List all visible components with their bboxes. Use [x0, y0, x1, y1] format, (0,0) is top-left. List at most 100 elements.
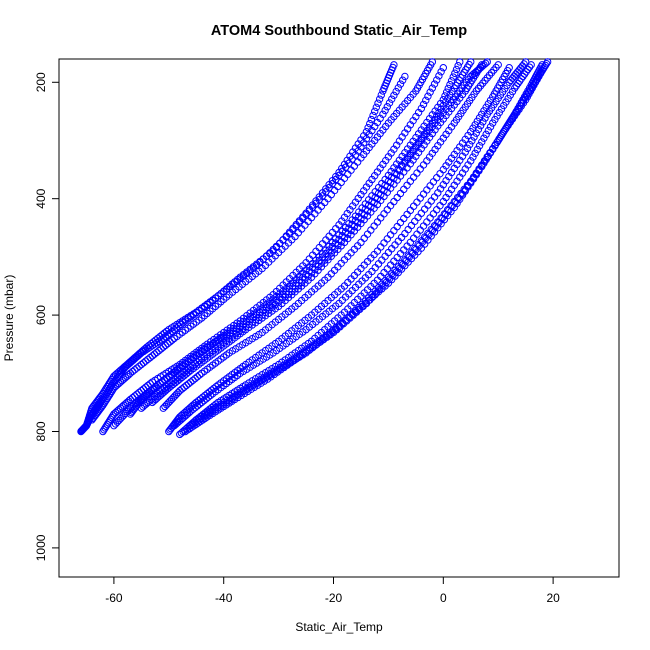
data-point-sample — [470, 133, 478, 141]
data-point-sample — [471, 149, 479, 157]
data-point-sample — [403, 210, 411, 219]
data-point — [483, 58, 491, 66]
data-point-sample — [429, 210, 438, 218]
data-point-sample — [481, 114, 489, 122]
data-point-sample — [377, 243, 385, 251]
y-tick-label: 1000 — [34, 534, 48, 561]
data-point — [439, 96, 448, 104]
data-point — [494, 61, 502, 69]
data-point-sample — [392, 87, 400, 96]
data-point-sample — [465, 140, 474, 149]
data-point-sample — [413, 230, 421, 238]
data-point-sample — [423, 186, 431, 194]
chart-title: ATOM4 Southbound Static_Air_Temp — [211, 23, 467, 39]
data-point-sample — [525, 63, 534, 71]
data-point-sample — [468, 137, 476, 145]
data-point-sample — [413, 198, 421, 206]
profile-series — [170, 58, 530, 430]
data-point-sample — [414, 213, 422, 222]
data-point-sample — [162, 327, 171, 336]
data-point-sample — [520, 60, 528, 68]
data-point-sample — [449, 73, 457, 81]
data-point — [390, 197, 398, 206]
data-point-sample — [393, 193, 401, 202]
data-point-sample — [433, 174, 441, 182]
data-point-sample — [347, 166, 355, 174]
data-point-sample — [409, 173, 418, 181]
data-point-sample — [334, 182, 342, 191]
data-point-sample — [437, 68, 445, 76]
data-point-sample — [374, 99, 382, 107]
y-tick-label: 400 — [34, 188, 48, 208]
data-point-sample — [195, 371, 204, 379]
data-point — [401, 72, 409, 81]
data-point-sample — [380, 239, 388, 247]
data-point — [478, 61, 486, 69]
profile-series — [176, 61, 535, 439]
data-point-sample — [423, 218, 431, 226]
data-point — [538, 61, 546, 69]
data-point-sample — [472, 129, 480, 137]
data-point-sample — [482, 130, 490, 139]
data-point-sample — [370, 222, 378, 230]
x-tick-label: 0 — [440, 591, 447, 605]
data-point-sample — [508, 74, 517, 82]
data-point-sample — [383, 235, 392, 243]
data-point-sample — [426, 182, 434, 190]
data-point-sample — [484, 126, 493, 135]
profile-series — [192, 66, 546, 424]
data-point-sample — [476, 121, 485, 130]
data-point-sample — [327, 190, 336, 199]
data-point-sample — [411, 217, 419, 226]
data-point-sample — [407, 221, 416, 230]
data-point-sample — [436, 201, 444, 210]
data-point-sample — [424, 92, 432, 100]
data-point-sample — [388, 95, 396, 103]
data-point-sample — [486, 123, 495, 131]
data-point-sample — [413, 169, 421, 177]
data-point-sample — [337, 178, 345, 187]
data-point-sample — [479, 118, 487, 126]
data-point-sample — [393, 222, 401, 231]
data-point-sample — [390, 227, 398, 235]
data-point-sample — [427, 197, 435, 205]
data-points — [77, 58, 552, 439]
data-point — [417, 104, 426, 113]
data-point-sample — [173, 365, 182, 373]
data-point-sample — [473, 145, 482, 154]
data-point-sample — [515, 66, 523, 74]
data-point-sample — [330, 186, 339, 195]
data-point-sample — [435, 72, 443, 80]
data-point-sample — [400, 185, 408, 194]
data-point-sample — [396, 218, 405, 227]
data-point-sample — [367, 226, 375, 234]
data-point-sample — [478, 138, 486, 146]
data-point-sample — [452, 65, 461, 74]
data-point-sample — [363, 230, 372, 238]
data-point-sample — [419, 100, 428, 109]
data-point — [439, 64, 448, 72]
data-point-sample — [403, 181, 411, 190]
data-point-sample — [396, 80, 405, 88]
data-point-sample — [433, 76, 441, 84]
x-axis: -60 -40 -20 0 20 — [105, 576, 560, 605]
data-point — [456, 58, 464, 66]
data-point-sample — [372, 103, 381, 112]
data-point-sample — [430, 80, 439, 88]
data-point-sample — [385, 99, 394, 107]
profile-series — [88, 58, 437, 424]
profile-series — [159, 61, 502, 412]
data-point-sample — [206, 391, 215, 400]
data-point-sample — [400, 214, 408, 223]
data-point-sample — [422, 96, 430, 105]
data-point-sample — [340, 174, 349, 183]
data-point-sample — [507, 76, 515, 84]
data-point-sample — [433, 206, 441, 214]
data-point-sample — [424, 201, 432, 209]
data-point-sample — [416, 194, 424, 202]
data-point — [379, 110, 387, 118]
data-point-sample — [398, 76, 407, 84]
data-point-sample — [380, 210, 388, 218]
data-point — [390, 61, 398, 69]
